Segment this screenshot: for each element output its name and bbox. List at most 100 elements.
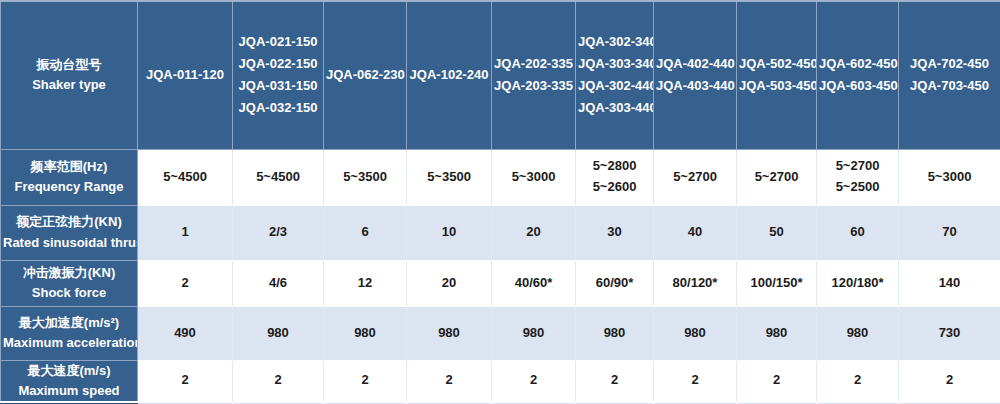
label-zh: 最大加速度(m/s²) [3, 313, 135, 333]
cell: 980 [407, 306, 492, 360]
cell-line: JQA-602-450 [819, 53, 896, 75]
cell-line: 490 [140, 323, 230, 344]
cell: 2 [233, 360, 324, 402]
cell: 6 [324, 205, 407, 260]
cell: 5~4500 [233, 149, 324, 205]
cell: 980 [654, 306, 737, 360]
row-header: 最大速度(m/s)Maximum speed [1, 360, 138, 402]
cell-line: 5~2700 [656, 167, 734, 188]
cell-line: 2 [656, 370, 734, 391]
cell: 2 [492, 360, 576, 402]
cell-line: JQA-703-450 [901, 75, 998, 97]
cell-line: 730 [901, 323, 998, 344]
cell: 2 [324, 360, 407, 402]
cell-line: 5~2700 [739, 167, 814, 188]
table-row: 额定正弦推力(KN)Rated sinusoidal thrust12/3610… [1, 205, 1000, 260]
label-zh: 频率范围(Hz) [3, 157, 135, 177]
label-en: Frequency Range [3, 177, 135, 197]
cell: 2 [737, 360, 817, 402]
label-en: Shock force [3, 283, 135, 303]
cell-line: 120/180* [819, 273, 896, 294]
header-row: 振动台型号Shaker typeJQA-011-120JQA-021-150JQ… [1, 1, 1000, 149]
shaker-spec-page: 振动台型号Shaker typeJQA-011-120JQA-021-150JQ… [0, 0, 1000, 404]
cell-line: 20 [494, 222, 573, 243]
row-header: 最大加速度(m/s²)Maximum acceleration [1, 306, 138, 360]
cell: 2 [654, 360, 737, 402]
cell: 2 [138, 260, 233, 306]
cell-line: 70 [901, 222, 998, 243]
cell-line: 980 [235, 323, 321, 344]
cell: 1 [138, 205, 233, 260]
cell: 4/6 [233, 260, 324, 306]
cell-line: 5~2700 [819, 156, 896, 177]
cell: 30 [576, 205, 654, 260]
cell: 5~4500 [138, 149, 233, 205]
cell-line: 20 [409, 273, 489, 294]
column-header: JQA-102-240 [407, 1, 492, 149]
row-header: 额定正弦推力(KN)Rated sinusoidal thrust [1, 205, 138, 260]
cell-line: 5~2500 [819, 177, 896, 198]
cell-line: 2/3 [235, 222, 321, 243]
cell: 60 [817, 205, 899, 260]
column-header: JQA-062-230 [324, 1, 407, 149]
table-row: 最大加速度(m/s²)Maximum acceleration490980980… [1, 306, 1000, 360]
cell-line: JQA-102-240 [409, 64, 489, 86]
cell: 2 [407, 360, 492, 402]
cell-line: JQA-302-340 [578, 31, 651, 53]
cell: 730 [899, 306, 1000, 360]
cell-line: 80/120* [656, 273, 734, 294]
cell: 980 [324, 306, 407, 360]
cell-line: JQA-303-340 [578, 53, 651, 75]
label-zh: 额定正弦推力(KN) [3, 212, 135, 232]
cell-line: 50 [739, 222, 814, 243]
column-header: JQA-402-440JQA-403-440 [654, 1, 737, 149]
cell-line: 5~3000 [901, 167, 998, 188]
cell: 5~27005~2500 [817, 149, 899, 205]
cell: 2 [899, 360, 1000, 402]
cell-line: JQA-011-120 [140, 64, 230, 86]
column-header: JQA-202-335JQA-203-335 [492, 1, 576, 149]
cell-line: JQA-021-150 [235, 31, 321, 53]
cell: 5~3500 [324, 149, 407, 205]
cell-line: JQA-702-450 [901, 53, 998, 75]
cell: 140 [899, 260, 1000, 306]
cell-line: 5~2600 [578, 177, 651, 198]
cell: 980 [492, 306, 576, 360]
cell-line: JQA-031-150 [235, 75, 321, 97]
cell: 980 [737, 306, 817, 360]
cell: 80/120* [654, 260, 737, 306]
cell-line: 100/150* [739, 273, 814, 294]
cell: 980 [817, 306, 899, 360]
cell-line: 5~4500 [235, 167, 321, 188]
cell-line: 140 [901, 273, 998, 294]
column-header: JQA-021-150JQA-022-150JQA-031-150JQA-032… [233, 1, 324, 149]
cell-line: 2 [819, 370, 896, 391]
cell-line: 30 [578, 222, 651, 243]
cell-line: 5~3000 [494, 167, 573, 188]
cell-line: 2 [326, 370, 404, 391]
cell: 120/180* [817, 260, 899, 306]
label-en: Shaker type [3, 75, 135, 95]
label-en: Maximum acceleration [3, 333, 135, 353]
cell-line: 12 [326, 273, 404, 294]
cell: 100/150* [737, 260, 817, 306]
cell-line: 980 [326, 323, 404, 344]
cell-line: 5~2800 [578, 156, 651, 177]
cell-line: 2 [578, 370, 651, 391]
cell-line: 980 [656, 323, 734, 344]
cell-line: 2 [235, 370, 321, 391]
cell-line: 1 [140, 222, 230, 243]
cell-line: JQA-603-450 [819, 75, 896, 97]
cell: 50 [737, 205, 817, 260]
cell-line: JQA-062-230 [326, 64, 404, 86]
label-zh: 冲击激振力(KN) [3, 263, 135, 283]
cell: 980 [576, 306, 654, 360]
cell: 2 [138, 360, 233, 402]
cell-line: 2 [739, 370, 814, 391]
cell-line: 2 [409, 370, 489, 391]
column-header: JQA-602-450JQA-603-450 [817, 1, 899, 149]
table-row: 最大速度(m/s)Maximum speed2222222222 [1, 360, 1000, 402]
cell-line: 6 [326, 222, 404, 243]
cell-line: JQA-502-450 [739, 53, 814, 75]
cell: 5~3500 [407, 149, 492, 205]
